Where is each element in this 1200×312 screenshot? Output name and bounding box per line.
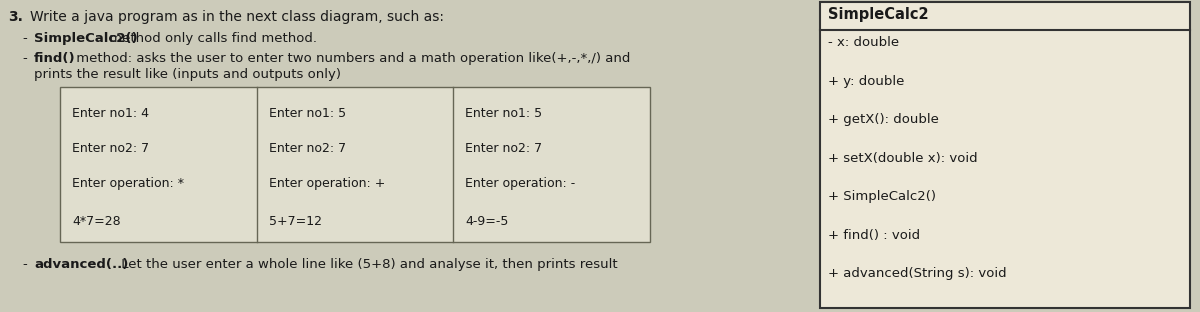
Text: Let the user enter a whole line like (5+8) and analyse it, then prints result: Let the user enter a whole line like (5+… xyxy=(118,258,618,271)
Text: advanced(..): advanced(..) xyxy=(34,258,128,271)
Text: Write a java program as in the next class diagram, such as:: Write a java program as in the next clas… xyxy=(30,10,444,24)
Text: -: - xyxy=(22,52,26,65)
Text: + advanced(String s): void: + advanced(String s): void xyxy=(828,267,1007,280)
Text: + SimpleCalc2(): + SimpleCalc2() xyxy=(828,190,936,203)
Text: method only calls find method.: method only calls find method. xyxy=(106,32,317,45)
Text: prints the result like (inputs and outputs only): prints the result like (inputs and outpu… xyxy=(34,68,341,81)
Text: - x: double: - x: double xyxy=(828,36,899,49)
Text: + getX(): double: + getX(): double xyxy=(828,113,938,126)
Text: + setX(double x): void: + setX(double x): void xyxy=(828,152,978,165)
Text: SimpleCalc2: SimpleCalc2 xyxy=(828,7,929,22)
Bar xyxy=(60,87,650,242)
Text: 5+7=12: 5+7=12 xyxy=(269,215,322,228)
Text: Enter no2: 7: Enter no2: 7 xyxy=(269,142,346,155)
Text: Enter operation: +: Enter operation: + xyxy=(269,177,385,190)
Text: + find() : void: + find() : void xyxy=(828,229,920,242)
Text: find(): find() xyxy=(34,52,76,65)
Text: 4*7=28: 4*7=28 xyxy=(72,215,121,228)
Text: + y: double: + y: double xyxy=(828,75,905,88)
Text: Enter no2: 7: Enter no2: 7 xyxy=(72,142,149,155)
Bar xyxy=(820,2,1190,308)
Text: -: - xyxy=(22,258,26,271)
Text: Enter operation: *: Enter operation: * xyxy=(72,177,184,190)
Text: 4-9=-5: 4-9=-5 xyxy=(466,215,509,228)
Text: Enter no1: 4: Enter no1: 4 xyxy=(72,107,149,120)
Text: -: - xyxy=(22,32,26,45)
Text: Enter no1: 5: Enter no1: 5 xyxy=(466,107,542,120)
Text: Enter no1: 5: Enter no1: 5 xyxy=(269,107,346,120)
Text: Enter operation: -: Enter operation: - xyxy=(466,177,576,190)
Text: Enter no2: 7: Enter no2: 7 xyxy=(466,142,542,155)
Text: SimpleCalc2(): SimpleCalc2() xyxy=(34,32,138,45)
Text: method: asks the user to enter two numbers and a math operation like(+,-,*,/) an: method: asks the user to enter two numbe… xyxy=(72,52,630,65)
Text: 3.: 3. xyxy=(8,10,23,24)
